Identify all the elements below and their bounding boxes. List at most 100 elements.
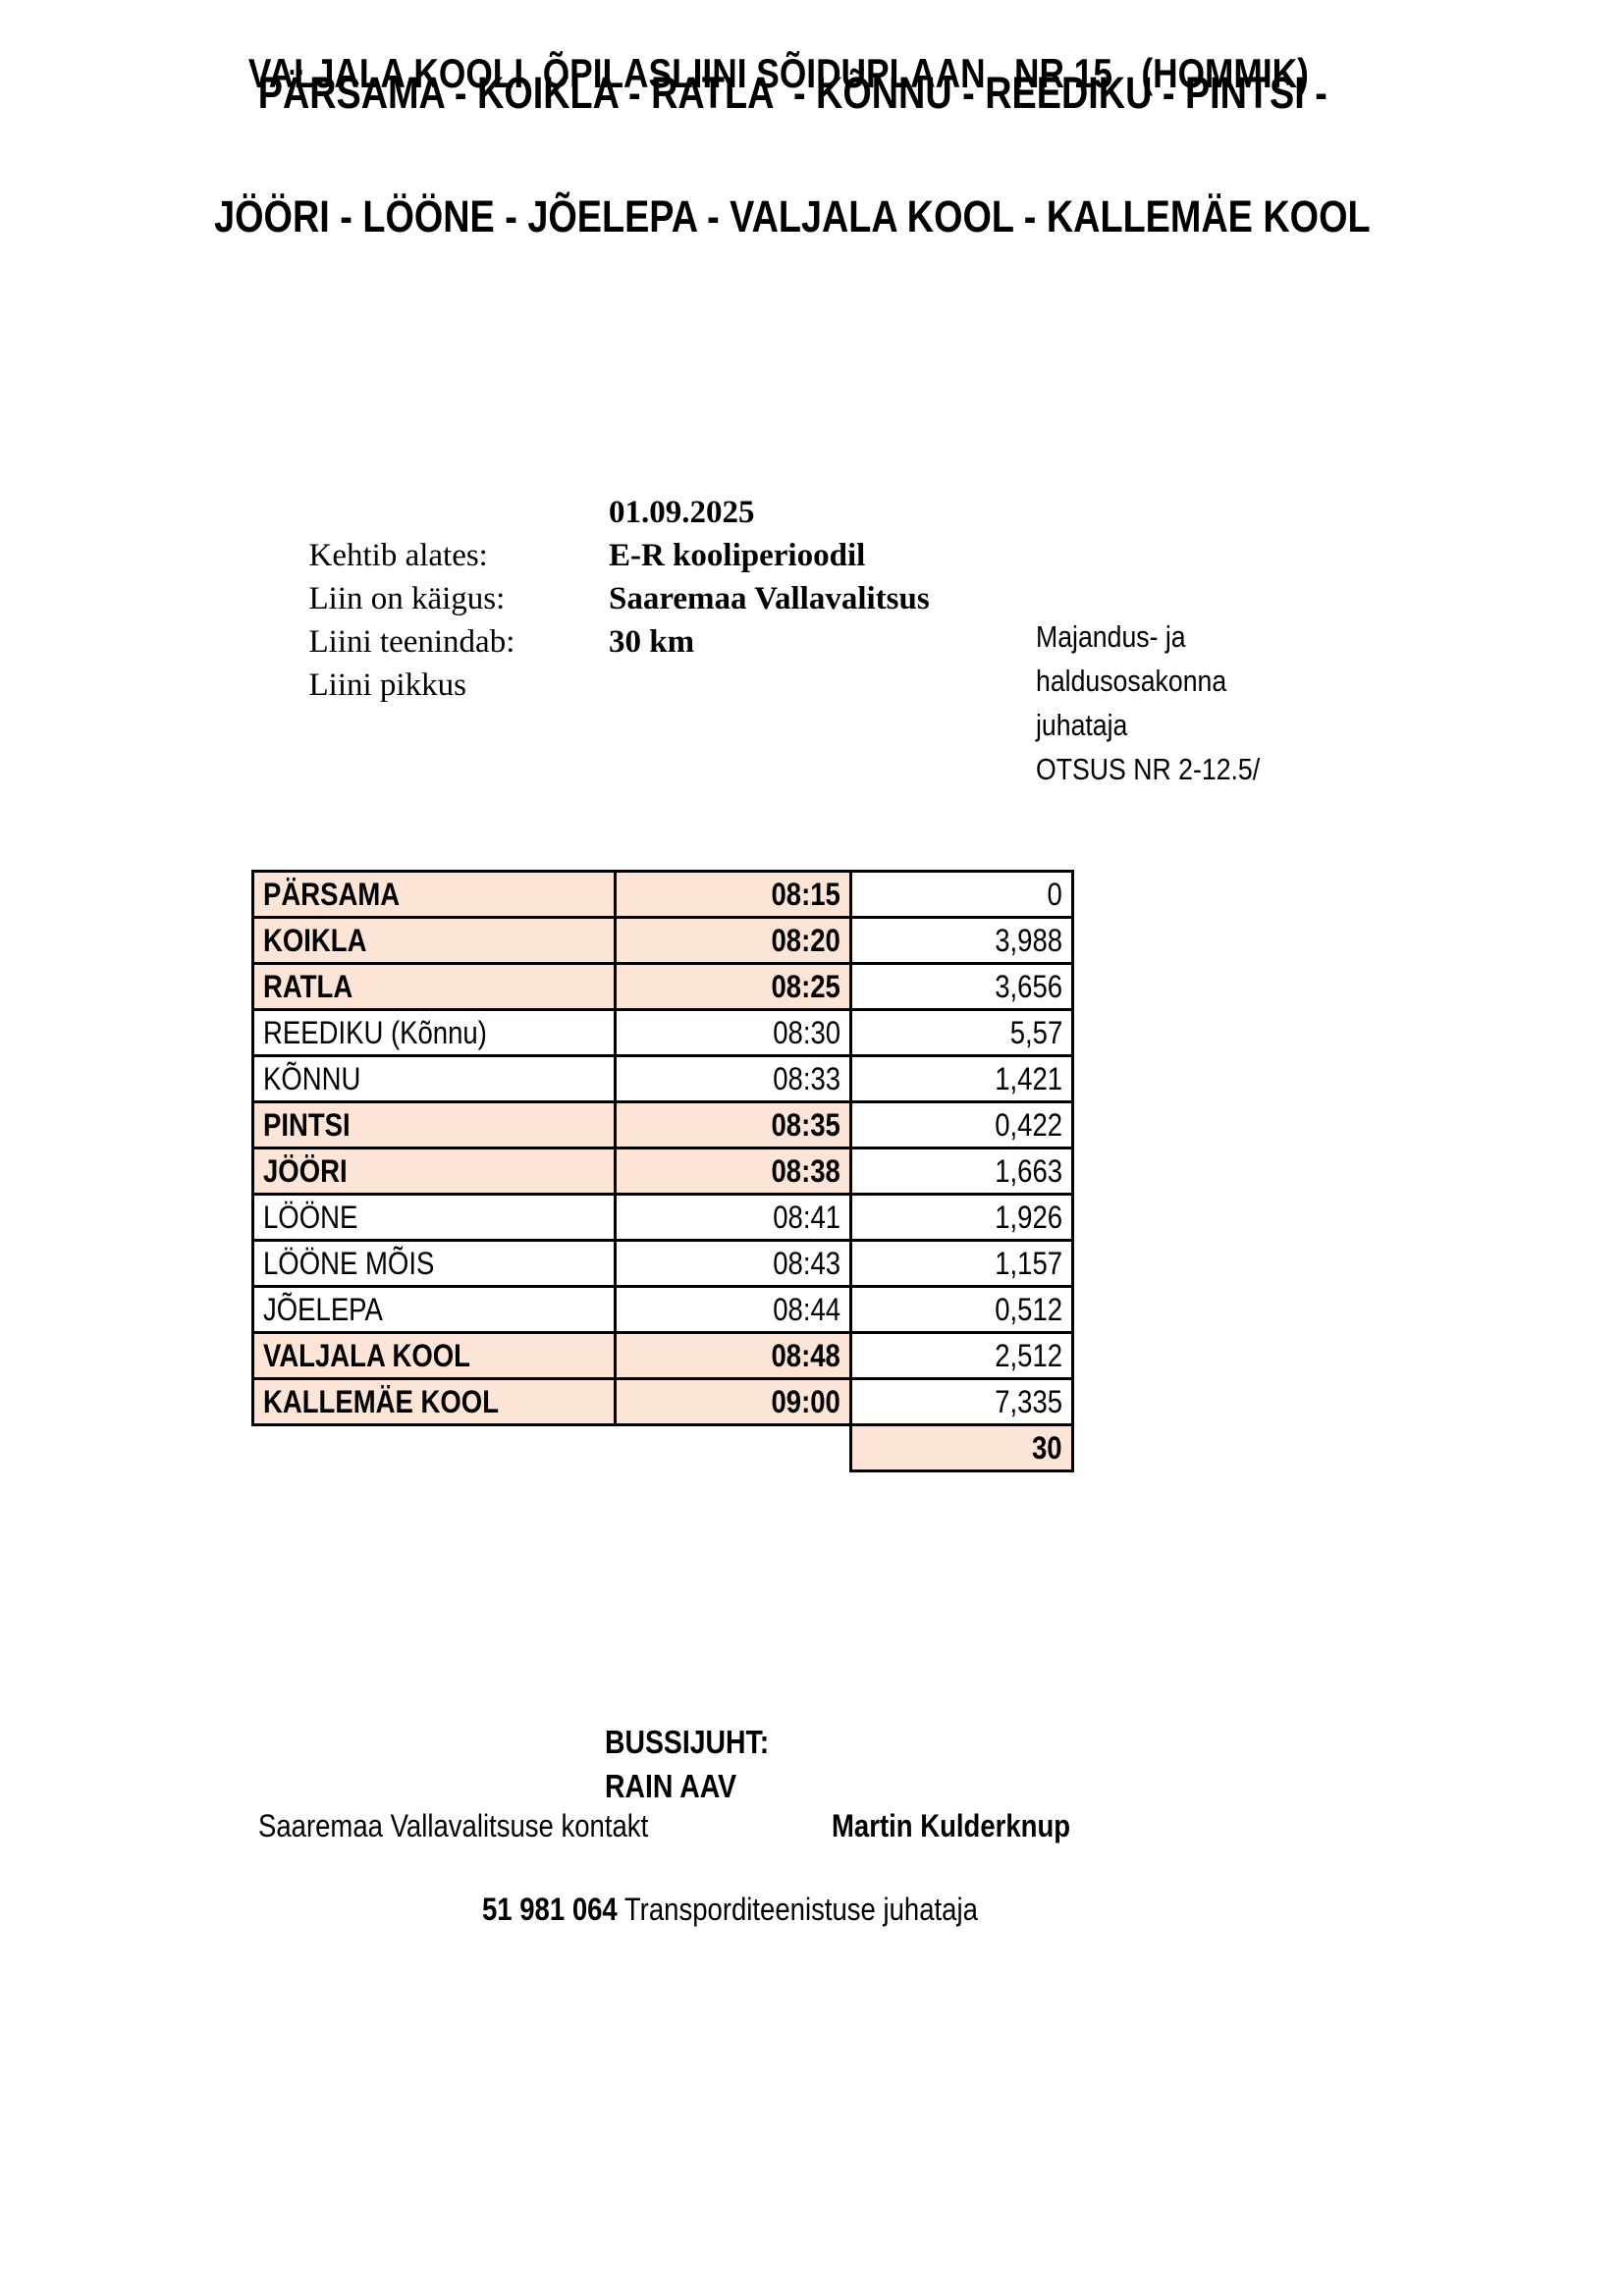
time-cell: 08:33 bbox=[614, 1054, 852, 1103]
distance-cell: 0 bbox=[849, 870, 1074, 919]
departure-time: 09:00 bbox=[771, 1383, 840, 1419]
distance-cell: 1,421 bbox=[849, 1054, 1074, 1103]
distance-cell: 1,157 bbox=[849, 1239, 1074, 1288]
table-row: KOIKLA 08:20 3,988 bbox=[251, 916, 1074, 965]
time-cell: 08:48 bbox=[614, 1331, 852, 1380]
stop-name: KÕNNU bbox=[263, 1060, 361, 1096]
distance-value: 1,663 bbox=[995, 1152, 1062, 1189]
distance-value: 5,57 bbox=[1009, 1014, 1062, 1050]
stop-name: RATLA bbox=[263, 968, 353, 1004]
driver-block: BUSSIJUHT: RAIN AAV bbox=[605, 1720, 795, 1808]
info-value: 01.09.2025 bbox=[609, 495, 755, 530]
distance-value: 0 bbox=[1047, 876, 1062, 912]
departure-time: 08:38 bbox=[771, 1152, 840, 1189]
time-cell: 08:41 bbox=[614, 1193, 852, 1242]
distance-cell: 7,335 bbox=[849, 1377, 1074, 1426]
info-label: Liini pikkus bbox=[308, 667, 466, 703]
departure-time: 08:30 bbox=[773, 1014, 840, 1050]
contact-label: Saaremaa Vallavalitsuse kontakt bbox=[258, 1808, 649, 1843]
contact-name: Martin Kulderknup bbox=[832, 1808, 1071, 1843]
schedule-title-text: VALJALA KOOLI ÕPILASLIINI SÕIDUPLAAN NR … bbox=[248, 50, 1310, 96]
driver-label: BUSSIJUHT: bbox=[605, 1724, 770, 1760]
total-row: 30 bbox=[253, 1423, 1074, 1472]
info-row: Liini teenindab: Saaremaa Vallavalitsus bbox=[260, 577, 930, 660]
driver-name: RAIN AAV bbox=[605, 1768, 737, 1804]
table-row: REEDIKU (Kõnnu) 08:30 5,57 bbox=[251, 1008, 1074, 1057]
route-line-2: JÖÖRI - LÖÖNE - JÕELEPA - VALJALA KOOL -… bbox=[214, 191, 1371, 241]
table-row: KÕNNU 08:33 1,421 bbox=[251, 1054, 1074, 1103]
total-distance-value: 30 bbox=[1032, 1429, 1062, 1466]
stop-name: JÕELEPA bbox=[263, 1291, 383, 1327]
distance-value: 0,422 bbox=[995, 1106, 1062, 1143]
stop-cell: PINTSI bbox=[251, 1100, 617, 1149]
info-row: Kehtib alates: 01.09.2025 bbox=[260, 491, 755, 573]
time-cell: 08:20 bbox=[614, 916, 852, 965]
stop-name: PÄRSAMA bbox=[263, 876, 401, 912]
stop-cell: PÄRSAMA bbox=[251, 870, 617, 919]
departure-time: 08:33 bbox=[773, 1060, 840, 1096]
time-cell: 08:44 bbox=[614, 1285, 852, 1334]
stop-name: KOIKLA bbox=[263, 922, 367, 958]
stop-cell: JÖÖRI bbox=[251, 1147, 617, 1196]
info-value: 30 km bbox=[609, 624, 695, 660]
timetable: PÄRSAMA 08:15 0 KOIKLA 08:20 3,988 RATLA… bbox=[251, 870, 1074, 1472]
info-label: Liini teenindab: bbox=[308, 624, 515, 660]
departure-time: 08:44 bbox=[773, 1291, 840, 1327]
contact-title: Transporditeenistuse juhataja bbox=[623, 1892, 978, 1927]
approval-line: haldusosakonna bbox=[1036, 664, 1227, 698]
stop-name: JÖÖRI bbox=[263, 1152, 348, 1189]
stop-name: PINTSI bbox=[263, 1106, 351, 1143]
contact-phone: 51 981 064 bbox=[481, 1892, 618, 1927]
stop-cell: JÕELEPA bbox=[251, 1285, 617, 1334]
stop-cell: KÕNNU bbox=[251, 1054, 617, 1103]
table-row: VALJALA KOOL 08:48 2,512 bbox=[251, 1331, 1074, 1380]
info-value: E-R kooliperioodil bbox=[609, 538, 866, 573]
info-label: Kehtib alates: bbox=[308, 538, 488, 573]
info-value: Saaremaa Vallavalitsus bbox=[609, 581, 930, 616]
departure-time: 08:48 bbox=[771, 1337, 840, 1373]
distance-cell: 2,512 bbox=[849, 1331, 1074, 1380]
distance-cell: 5,57 bbox=[849, 1008, 1074, 1057]
route-line-1: PÄRSAMA - KOIKLA - RATLA - KÕNNU - REEDI… bbox=[257, 68, 1327, 118]
time-cell: 08:38 bbox=[614, 1147, 852, 1196]
stop-cell: VALJALA KOOL bbox=[251, 1331, 617, 1380]
distance-value: 1,421 bbox=[995, 1060, 1062, 1096]
distance-cell: 3,656 bbox=[849, 962, 1074, 1011]
distance-value: 3,988 bbox=[995, 922, 1062, 958]
stop-cell: REEDIKU (Kõnnu) bbox=[251, 1008, 617, 1057]
distance-value: 1,926 bbox=[995, 1199, 1062, 1235]
distance-value: 2,512 bbox=[995, 1337, 1062, 1373]
approval-block: Majandus- ja haldusosakonna juhataja OTS… bbox=[1036, 614, 1296, 791]
table-row: JÖÖRI 08:38 1,663 bbox=[251, 1147, 1074, 1196]
time-cell: 08:30 bbox=[614, 1008, 852, 1057]
empty-cell bbox=[253, 1425, 616, 1471]
distance-value: 7,335 bbox=[995, 1383, 1062, 1419]
info-label: Liin on käigus: bbox=[308, 581, 506, 616]
approval-line: OTSUS NR 2-12.5/ bbox=[1036, 752, 1261, 786]
distance-cell: 3,988 bbox=[849, 916, 1074, 965]
distance-cell: 0,422 bbox=[849, 1100, 1074, 1149]
info-block: Kehtib alates: 01.09.2025 Liin on käigus… bbox=[260, 491, 930, 703]
total-distance-cell: 30 bbox=[849, 1423, 1074, 1472]
route-header: PÄRSAMA - KOIKLA - RATLA - KÕNNU - REEDI… bbox=[0, 0, 1536, 309]
distance-cell: 1,663 bbox=[849, 1147, 1074, 1196]
distance-value: 3,656 bbox=[995, 968, 1062, 1004]
stop-cell: LÖÖNE MÕIS bbox=[251, 1239, 617, 1288]
approval-line: Majandus- ja bbox=[1036, 619, 1186, 654]
departure-time: 08:41 bbox=[773, 1199, 840, 1235]
time-cell: 09:00 bbox=[614, 1377, 852, 1426]
phone-line: 51 981 064 Transporditeenistuse juhataja bbox=[447, 1844, 1058, 1974]
time-cell: 08:43 bbox=[614, 1239, 852, 1288]
departure-time: 08:25 bbox=[771, 968, 840, 1004]
table-row: KALLEMÄE KOOL 09:00 7,335 bbox=[251, 1377, 1074, 1426]
stop-cell: KOIKLA bbox=[251, 916, 617, 965]
stop-name: LÖÖNE bbox=[263, 1199, 358, 1235]
table-row: PINTSI 08:35 0,422 bbox=[251, 1100, 1074, 1149]
time-cell: 08:35 bbox=[614, 1100, 852, 1149]
stop-cell: RATLA bbox=[251, 962, 617, 1011]
approval-line: juhataja bbox=[1036, 708, 1128, 742]
departure-time: 08:35 bbox=[771, 1106, 840, 1143]
table-row: LÖÖNE MÕIS 08:43 1,157 bbox=[251, 1239, 1074, 1288]
distance-value: 0,512 bbox=[995, 1291, 1062, 1327]
